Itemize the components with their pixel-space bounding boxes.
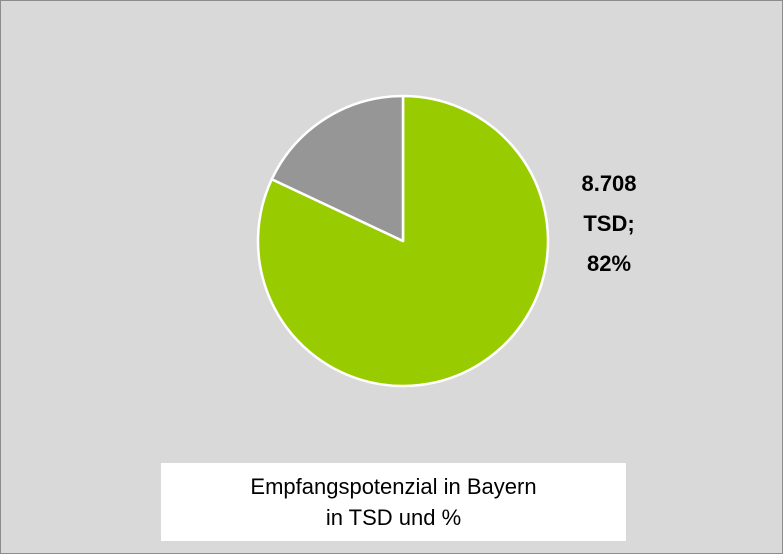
chart-title: Empfangspotenzial in Bayern — [250, 474, 537, 499]
pie-slice — [270, 94, 405, 243]
chart-subtitle: in TSD und % — [325, 505, 462, 530]
title-box: Empfangspotenzial in Bayern in TSD und % — [161, 463, 626, 541]
data-label: 8.708 TSD; 82% — [581, 171, 637, 276]
